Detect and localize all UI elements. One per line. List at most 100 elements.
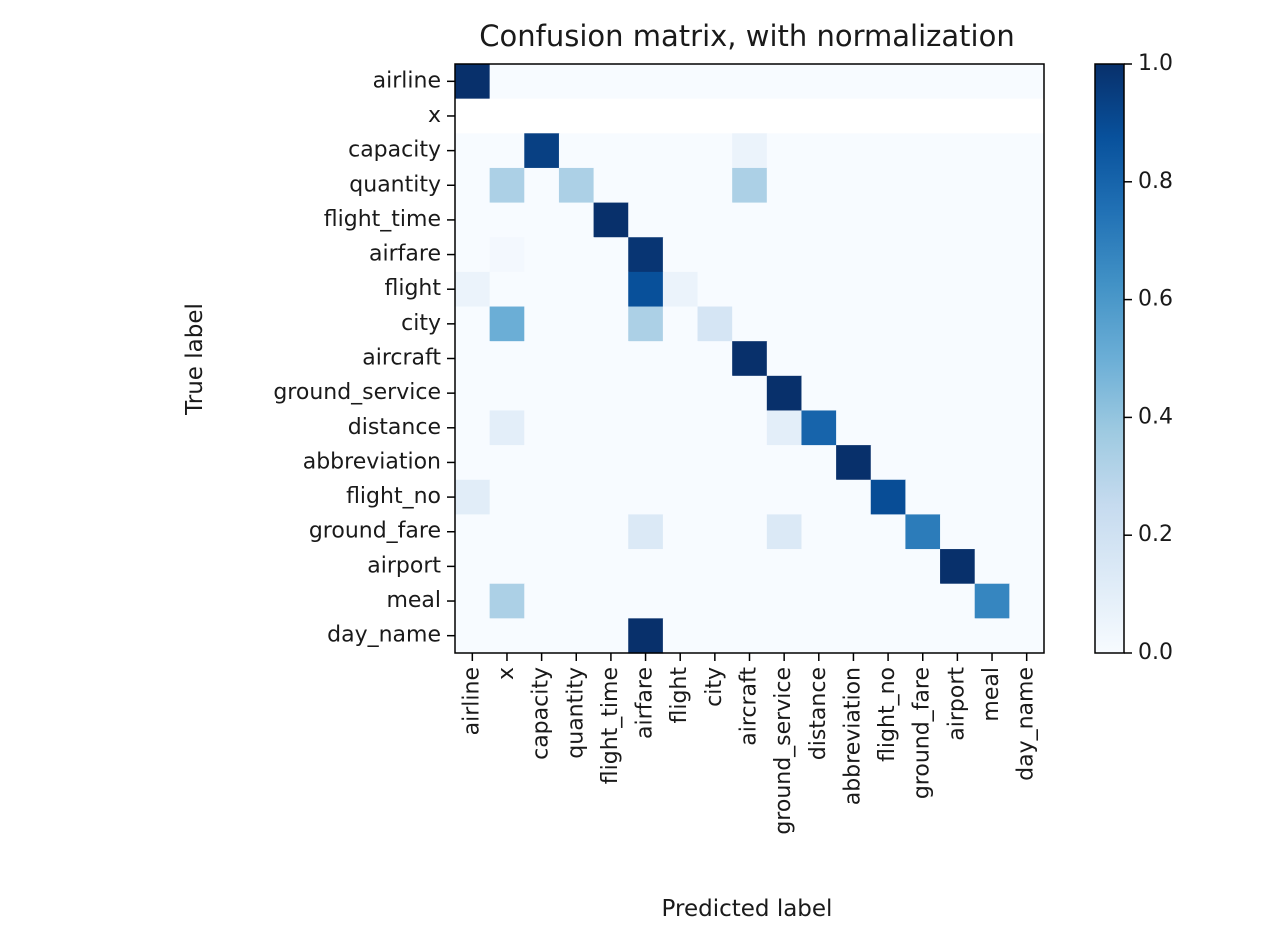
heatmap-cell	[836, 410, 872, 446]
heatmap-cell	[940, 583, 976, 619]
x-tick-label: flight	[667, 667, 692, 724]
heatmap-cell	[870, 375, 907, 412]
heatmap-cell	[1009, 549, 1045, 585]
heatmap-cell	[940, 445, 976, 481]
heatmap-cell	[697, 410, 733, 446]
heatmap-cell	[766, 549, 803, 585]
heatmap-cell	[940, 98, 976, 134]
y-tick-labels: airline x capacity quantity flight_timeairfa…	[273, 68, 455, 648]
heatmap-cell	[455, 271, 491, 308]
heatmap-cell	[801, 375, 837, 412]
x-tick-label: flight_time	[598, 667, 623, 784]
heatmap-cell	[732, 306, 768, 342]
heatmap-cell	[524, 167, 560, 204]
heatmap-cell	[732, 549, 768, 585]
heatmap-cell	[766, 167, 803, 204]
heatmap-cell	[732, 167, 768, 204]
heatmap-cell	[870, 202, 907, 238]
heatmap-cell	[558, 583, 595, 619]
heatmap-cell	[628, 167, 664, 204]
heatmap-cell	[524, 237, 560, 273]
heatmap-cell	[732, 583, 768, 619]
heatmap-cell	[974, 410, 1010, 446]
heatmap-cell	[1009, 618, 1045, 654]
heatmap-cell	[628, 445, 664, 481]
heatmap-cell	[905, 237, 941, 273]
heatmap-cell	[732, 375, 768, 412]
heatmap-cell	[524, 341, 560, 377]
heatmap-cell	[870, 479, 907, 516]
heatmap-cell	[766, 514, 803, 550]
heatmap-cell	[628, 410, 664, 446]
heatmap-cell	[593, 479, 629, 516]
heatmap-cell	[628, 479, 664, 516]
heatmap-cell	[940, 375, 976, 412]
x-tick-label: abbreviation	[840, 667, 865, 805]
heatmap-cell	[836, 64, 872, 100]
heatmap-cell	[697, 271, 733, 308]
heatmap-cell	[593, 133, 629, 169]
heatmap-cell	[766, 133, 803, 169]
heatmap-cell	[732, 618, 768, 654]
y-tick-label: day_name	[327, 623, 441, 648]
heatmap-cell	[489, 64, 525, 100]
heatmap-cell	[974, 98, 1010, 134]
heatmap-cell	[974, 583, 1010, 619]
y-tick-label: capacity	[348, 138, 441, 163]
colorbar-tick-label: 0.0	[1138, 640, 1173, 665]
heatmap-cell	[766, 445, 803, 481]
heatmap-cell	[662, 445, 699, 481]
heatmap-cell	[524, 98, 560, 134]
heatmap-cell	[836, 549, 872, 585]
heatmap-cell	[940, 202, 976, 238]
heatmap-cell	[628, 271, 664, 308]
y-tick-label: meal	[386, 588, 441, 613]
y-tick-label: flight_time	[324, 207, 441, 232]
x-tick-labels: airline x capacity quantity flight_time airfa…	[459, 653, 1039, 835]
heatmap-cell	[836, 618, 872, 654]
heatmap-cell	[524, 306, 560, 342]
heatmap-cell	[524, 618, 560, 654]
heatmap-cell	[593, 64, 629, 100]
heatmap-cell	[766, 202, 803, 238]
heatmap-cell	[697, 479, 733, 516]
heatmap-cell	[593, 549, 629, 585]
heatmap-cell	[628, 237, 664, 273]
heatmap-cell	[489, 306, 525, 342]
x-tick-label: x	[494, 667, 519, 680]
heatmap-cell	[801, 445, 837, 481]
heatmap-cell	[940, 549, 976, 585]
heatmap-cell	[974, 271, 1010, 308]
heatmap-cell	[870, 133, 907, 169]
heatmap-cell	[1009, 306, 1045, 342]
heatmap-cell	[662, 167, 699, 204]
heatmap-cell	[593, 237, 629, 273]
y-tick-label: abbreviation	[303, 449, 441, 474]
heatmap-cell	[1009, 237, 1045, 273]
heatmap-cell	[662, 514, 699, 550]
heatmap-cell	[870, 64, 907, 100]
heatmap-cell	[558, 549, 595, 585]
heatmap-cell	[732, 479, 768, 516]
heatmap-cell	[662, 271, 699, 308]
heatmap-cell	[593, 618, 629, 654]
x-tick-label: capacity	[529, 667, 554, 760]
heatmap-cell	[836, 237, 872, 273]
heatmap-cell	[870, 98, 907, 134]
heatmap-cell	[974, 341, 1010, 377]
heatmap-cell	[662, 64, 699, 100]
heatmap-cell	[558, 306, 595, 342]
heatmap-cell	[558, 202, 595, 238]
heatmap-cell	[593, 410, 629, 446]
heatmap-cell	[628, 98, 664, 134]
heatmap-cell	[489, 549, 525, 585]
heatmap-cell	[628, 341, 664, 377]
heatmap-cell	[662, 375, 699, 412]
heatmap-cell	[801, 202, 837, 238]
heatmap-cell	[524, 375, 560, 412]
heatmap-cell	[455, 167, 491, 204]
heatmap-cell	[870, 341, 907, 377]
heatmap-cell	[628, 583, 664, 619]
heatmap-cell	[524, 445, 560, 481]
heatmap-cell	[1009, 341, 1045, 377]
